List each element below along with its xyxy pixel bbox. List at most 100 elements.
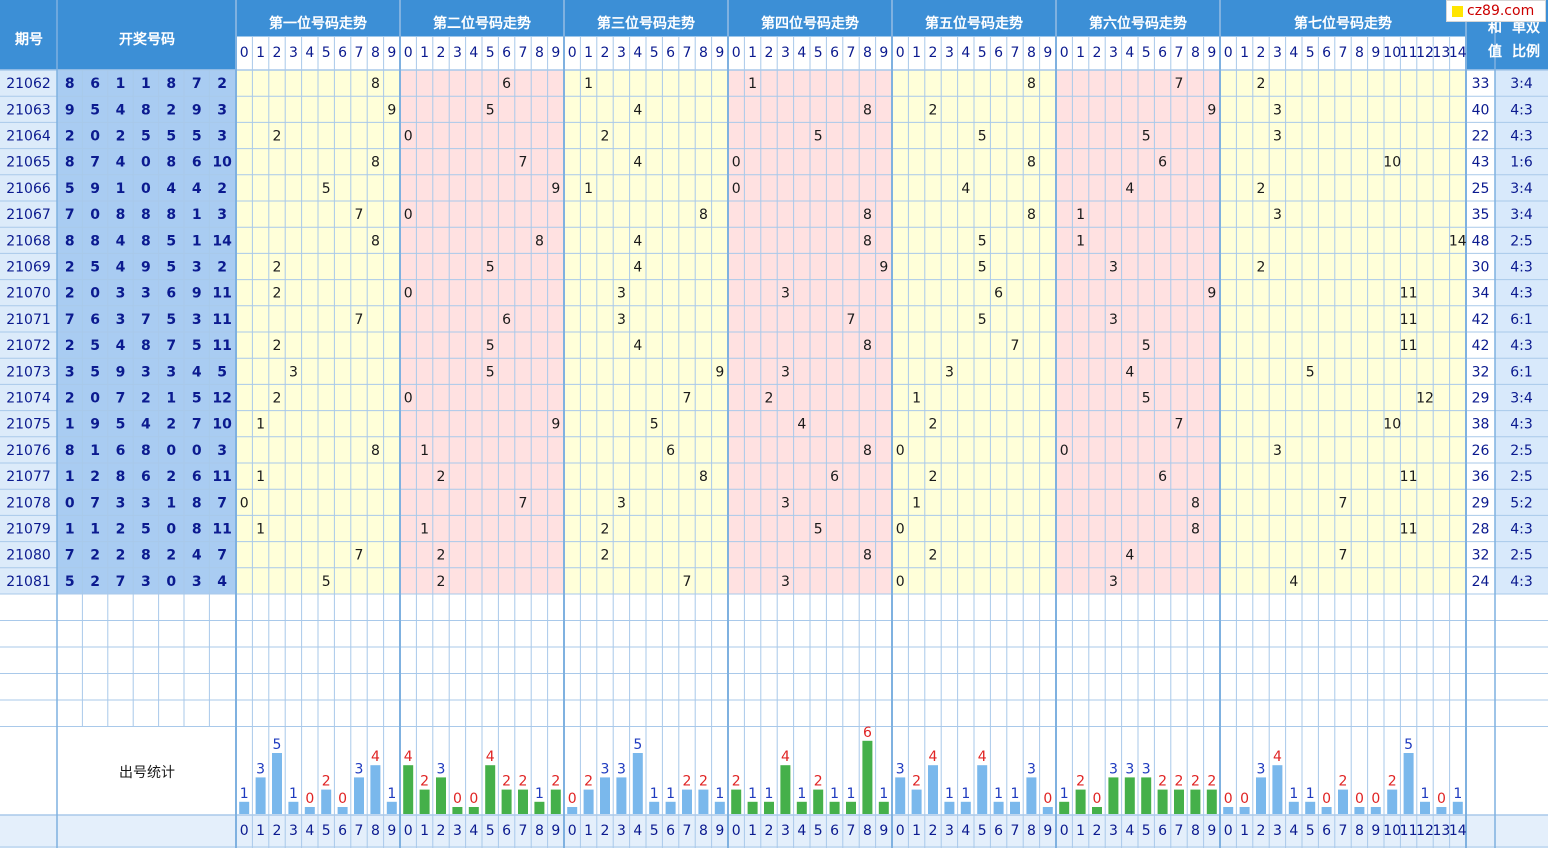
count-label-7-14: 1 <box>1453 786 1462 802</box>
footer-row <box>0 815 1548 848</box>
count-label-6-0: 1 <box>1060 786 1069 802</box>
trend-mark-21071-4: 7 <box>847 312 856 328</box>
ratio-21073: 6:1 <box>1510 364 1533 380</box>
count-bar-7-13 <box>1436 807 1447 814</box>
draw-number-21079-6: 8 <box>192 522 202 538</box>
draw-number-21075-2: 9 <box>90 417 100 433</box>
draw-number-21065-2: 7 <box>90 155 100 171</box>
draw-number-21063-2: 5 <box>90 102 100 118</box>
digit-header-1-2: 2 <box>273 45 282 61</box>
sum-21077: 36 <box>1472 469 1490 485</box>
trend-mark-21069-5: 5 <box>978 260 987 276</box>
digit-footer-3-1: 1 <box>584 823 593 839</box>
period-21067: 21067 <box>6 207 51 223</box>
count-bar-1-4 <box>304 807 315 814</box>
draw-number-21072-2: 5 <box>90 338 100 354</box>
count-label-3-5: 1 <box>650 786 659 802</box>
trend-mark-21074-4: 2 <box>765 391 774 407</box>
draw-number-21077-5: 2 <box>166 469 176 485</box>
draw-number-21078-2: 7 <box>90 495 100 511</box>
digit-header-5-7: 7 <box>1011 45 1020 61</box>
count-bar-5-9 <box>1042 807 1053 814</box>
draw-number-21081-4: 3 <box>141 574 151 590</box>
ratio-21078: 5:2 <box>1510 495 1533 511</box>
trend-mark-21076-2: 1 <box>420 443 429 459</box>
draw-number-21077-1: 1 <box>65 469 75 485</box>
header-sum-line1: 和 <box>1488 20 1502 36</box>
draw-number-21067-1: 7 <box>65 207 75 223</box>
count-bar-2-4 <box>468 807 479 814</box>
digit-footer-7-12: 12 <box>1416 823 1434 839</box>
count-bar-4-6 <box>829 801 840 814</box>
count-label-7-6: 0 <box>1322 791 1331 807</box>
draw-number-21081-7: 4 <box>217 574 227 590</box>
trend-mark-21066-2: 9 <box>551 181 560 197</box>
count-bar-2-5 <box>485 765 496 814</box>
draw-number-21079-7: 11 <box>212 522 231 538</box>
trend-mark-21062-2: 6 <box>502 76 511 92</box>
draw-number-21078-7: 7 <box>217 495 227 511</box>
trend-mark-21081-3: 7 <box>683 574 692 590</box>
draw-number-21077-4: 6 <box>141 469 151 485</box>
trend-mark-21062-6: 7 <box>1175 76 1184 92</box>
trend-mark-21069-7: 2 <box>1257 260 1266 276</box>
trend-mark-21077-4: 6 <box>830 469 839 485</box>
digit-header-1-0: 0 <box>240 45 249 61</box>
draw-number-21071-2: 6 <box>90 312 100 328</box>
site-tag[interactable]: cz89.com <box>1446 0 1546 22</box>
draw-number-21064-5: 5 <box>166 129 176 145</box>
trend-mark-21079-4: 5 <box>814 522 823 538</box>
trend-mark-21078-1: 0 <box>240 495 249 511</box>
trend-mark-21064-5: 5 <box>978 129 987 145</box>
count-bar-5-7 <box>1010 801 1020 814</box>
digit-footer-2-9: 9 <box>551 823 560 839</box>
header-period: 期号 <box>15 32 43 48</box>
trend-mark-21070-6: 9 <box>1207 286 1216 302</box>
sum-21073: 32 <box>1472 364 1490 380</box>
count-bar-4-8 <box>862 740 873 814</box>
trend-mark-21079-3: 2 <box>601 522 610 538</box>
count-bar-5-3 <box>944 801 955 814</box>
draw-number-21069-6: 3 <box>192 260 202 276</box>
count-label-6-4: 3 <box>1125 761 1134 777</box>
draw-number-21066-4: 0 <box>141 181 151 197</box>
count-label-5-9: 0 <box>1043 791 1052 807</box>
trend-mark-21075-6: 7 <box>1175 417 1184 433</box>
count-bar-4-7 <box>846 801 856 814</box>
trend-mark-21073-3: 9 <box>715 364 724 380</box>
digit-header-6-8: 8 <box>1191 45 1200 61</box>
count-label-2-6: 2 <box>502 774 511 790</box>
period-21065: 21065 <box>6 155 51 171</box>
trend-mark-21066-6: 4 <box>1125 181 1134 197</box>
digit-header-1-7: 7 <box>355 45 364 61</box>
period-21078: 21078 <box>6 495 51 511</box>
digit-footer-2-7: 7 <box>519 823 528 839</box>
trend-mark-21063-1: 9 <box>387 102 396 118</box>
count-bar-5-5 <box>977 765 988 814</box>
count-label-7-12: 1 <box>1421 786 1430 802</box>
digit-header-2-3: 3 <box>453 45 462 61</box>
digit-header-6-7: 7 <box>1175 45 1184 61</box>
draw-number-21075-7: 10 <box>212 417 232 433</box>
draw-number-21070-3: 3 <box>116 286 126 302</box>
trend-mark-21071-1: 7 <box>355 312 364 328</box>
period-21069: 21069 <box>6 260 51 276</box>
digit-footer-4-3: 3 <box>781 823 790 839</box>
trend-mark-21062-7: 2 <box>1257 76 1266 92</box>
ratio-21075: 4:3 <box>1510 417 1533 433</box>
digit-header-1-8: 8 <box>371 45 380 61</box>
draw-number-21081-5: 0 <box>166 574 176 590</box>
digit-footer-4-4: 4 <box>797 823 806 839</box>
count-label-7-1: 0 <box>1240 791 1249 807</box>
trend-mark-21080-1: 7 <box>355 548 364 564</box>
digit-header-1-4: 4 <box>305 45 314 61</box>
draw-number-21072-1: 2 <box>65 338 75 354</box>
count-label-2-8: 1 <box>535 786 544 802</box>
draw-number-21067-6: 1 <box>192 207 202 223</box>
digit-footer-7-6: 6 <box>1322 823 1331 839</box>
count-label-5-6: 1 <box>994 786 1003 802</box>
digit-footer-1-2: 2 <box>273 823 282 839</box>
digit-header-row <box>236 37 1466 70</box>
trend-mark-21079-1: 1 <box>256 522 265 538</box>
digit-header-7-7: 7 <box>1339 45 1348 61</box>
